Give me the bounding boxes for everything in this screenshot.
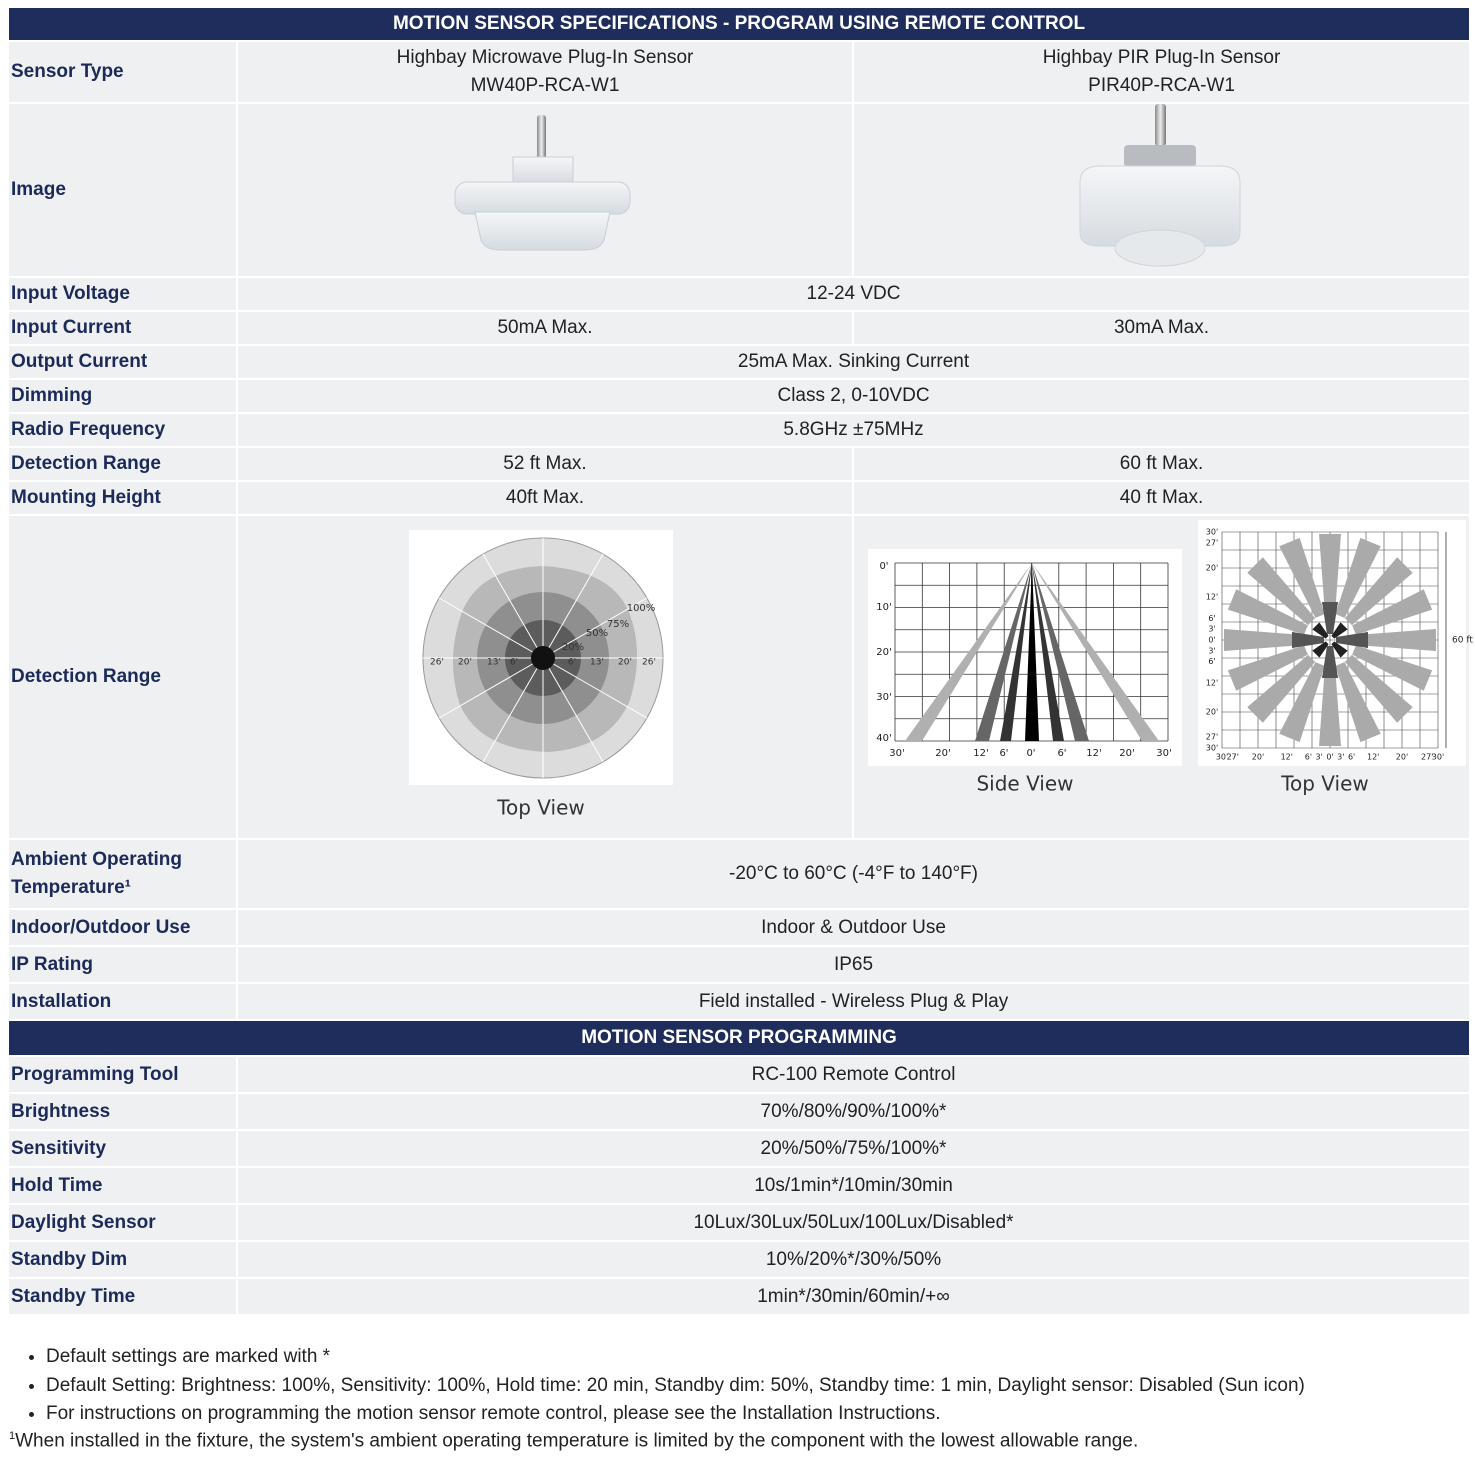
table-row: Sensitivity 20%/50%/75%/100%* (7, 1129, 1472, 1168)
value-cell: -20°C to 60°C (-4°F to 140°F) (235, 838, 1472, 910)
row-label: Output Current (7, 344, 238, 380)
value-cell: Field installed - Wireless Plug & Play (235, 982, 1472, 1021)
value-cell: 1min*/30min/60min/+∞ (235, 1277, 1472, 1316)
table-row: Radio Frequency 5.8GHz ±75MHz (7, 412, 1472, 448)
row-label: Ambient Operating Temperature¹ (7, 838, 238, 910)
row-label: Installation (7, 982, 238, 1021)
table-row: Sensor Type Highbay Microwave Plug-In Sen… (7, 40, 1472, 104)
value-cell: Class 2, 0-10VDC (235, 378, 1472, 414)
row-label: Daylight Sensor (7, 1203, 238, 1242)
note: Default Setting: Brightness: 100%, Sensi… (46, 1372, 1475, 1401)
table-row: Input Current 50mA Max. 30mA Max. (7, 310, 1472, 346)
image-cell (851, 102, 1472, 278)
footnote-text: When installed in the fixture, the syste… (15, 1430, 1139, 1452)
row-label: Brightness (7, 1092, 238, 1131)
value-cell: 40 ft Max. (851, 480, 1472, 516)
row-label: Standby Time (7, 1277, 238, 1316)
table-row: Brightness 70%/80%/90%/100%* (7, 1092, 1472, 1131)
row-label: Radio Frequency (7, 412, 238, 448)
row-label: Indoor/Outdoor Use (7, 908, 238, 947)
value-line: PIR40P-RCA-W1 (1088, 75, 1235, 96)
notes: Default settings are marked with *Defaul… (0, 1343, 1475, 1429)
note: Default settings are marked with * (46, 1343, 1475, 1372)
value-cell: Highbay PIR Plug-In Sensor PIR40P-RCA-W1 (851, 40, 1472, 104)
table-row: IP Rating IP65 (7, 945, 1472, 984)
table-row: Image (7, 102, 1472, 278)
row-label: Programming Tool (7, 1055, 238, 1094)
row-label: IP Rating (7, 945, 238, 984)
row-label: Standby Dim (7, 1240, 238, 1279)
table-row: Dimming Class 2, 0-10VDC (7, 378, 1472, 414)
value-cell: IP65 (235, 945, 1472, 984)
image-cell (236, 102, 854, 278)
row-label: Dimming (7, 378, 238, 414)
table-row: Standby Dim 10%/20%*/30%/50% (7, 1240, 1472, 1279)
value-cell: 52 ft Max. (236, 446, 854, 482)
table-row: Ambient Operating Temperature¹ -20°C to 6… (7, 838, 1472, 910)
value-cell: 70%/80%/90%/100%* (235, 1092, 1472, 1131)
row-label: Sensitivity (7, 1129, 238, 1168)
value-cell: RC-100 Remote Control (235, 1055, 1472, 1094)
value-cell: 40ft Max. (236, 480, 854, 516)
value-cell: 10Lux/30Lux/50Lux/100Lux/Disabled* (235, 1203, 1472, 1242)
table-row: Input Voltage 12-24 VDC (7, 276, 1472, 312)
row-label: Input Current (7, 310, 238, 346)
value-cell: 10s/1min*/10min/30min (235, 1166, 1472, 1205)
value-cell: 12-24 VDC (235, 276, 1472, 312)
value-cell: 5.8GHz ±75MHz (235, 412, 1472, 448)
row-label: Detection Range (7, 514, 238, 840)
table-row: Indoor/Outdoor Use Indoor & Outdoor Use (7, 908, 1472, 947)
value-cell: Highbay Microwave Plug-In Sensor MW40P-RC… (236, 40, 854, 104)
table-row: Mounting Height 40ft Max. 40 ft Max. (7, 480, 1472, 516)
note: For instructions on programming the moti… (46, 1400, 1475, 1429)
table-row: MOTION SENSOR PROGRAMMING (6, 1019, 1472, 1057)
spec-table: MOTION SENSOR SPECIFICATIONS - PROGRAM U… (6, 6, 1472, 1316)
image-cell (851, 514, 1472, 840)
row-label: Hold Time (7, 1166, 238, 1205)
value-line: Highbay PIR Plug-In Sensor (1042, 47, 1281, 68)
row-label: Mounting Height (7, 480, 238, 516)
table-row: MOTION SENSOR SPECIFICATIONS - PROGRAM U… (6, 6, 1472, 42)
value-cell: 30mA Max. (851, 310, 1472, 346)
footnote-mark: 1 (9, 1430, 16, 1442)
value-cell: 60 ft Max. (851, 446, 1472, 482)
value-line: Highbay Microwave Plug-In Sensor (396, 47, 694, 68)
table-row: Programming Tool RC-100 Remote Control (7, 1055, 1472, 1094)
row-label: Detection Range (7, 446, 238, 482)
row-label: Input Voltage (7, 276, 238, 312)
value-cell: 25mA Max. Sinking Current (235, 344, 1472, 380)
value-cell: Indoor & Outdoor Use (235, 908, 1472, 947)
notes-list: Default settings are marked with *Defaul… (0, 1343, 1475, 1429)
table-row: Detection Range (7, 514, 1472, 840)
table-row: Daylight Sensor 10Lux/30Lux/50Lux/100Lux/… (7, 1203, 1472, 1242)
table-row: Standby Time 1min*/30min/60min/+∞ (7, 1277, 1472, 1316)
section-title: MOTION SENSOR SPECIFICATIONS - PROGRAM U… (6, 6, 1472, 42)
image-cell (236, 514, 854, 840)
row-label: Sensor Type (7, 40, 238, 104)
row-label: Image (7, 102, 238, 278)
value-cell: 10%/20%*/30%/50% (235, 1240, 1472, 1279)
table-row: Detection Range 52 ft Max. 60 ft Max. (7, 446, 1472, 482)
section-title: MOTION SENSOR PROGRAMMING (6, 1019, 1472, 1057)
table-row: Installation Field installed - Wireless P… (7, 982, 1472, 1021)
table-row: Output Current 25mA Max. Sinking Current (7, 344, 1472, 380)
table-row: Hold Time 10s/1min*/10min/30min (7, 1166, 1472, 1205)
value-cell: 20%/50%/75%/100%* (235, 1129, 1472, 1168)
value-cell: 50mA Max. (236, 310, 854, 346)
value-line: MW40P-RCA-W1 (470, 75, 620, 96)
footnote: 1When installed in the fixture, the syst… (9, 1430, 1138, 1452)
